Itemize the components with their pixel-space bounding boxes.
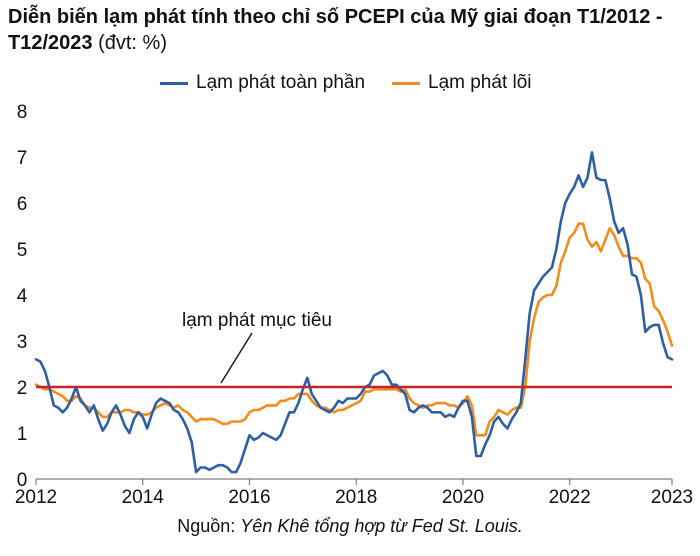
y-tick-label: 1: [17, 424, 28, 445]
x-tick-label: 2020: [442, 487, 484, 508]
y-axis: 0 1 2 3 4 5 6 7 8: [17, 102, 28, 491]
series-line-core: [34, 222, 674, 437]
legend-item-core: Lạm phát lõi: [392, 72, 532, 94]
y-tick-label: 7: [17, 148, 28, 169]
x-tick-label: 2014: [122, 487, 165, 508]
chart-legend: Lạm phát toàn phần Lạm phát lõi: [0, 72, 700, 98]
chart-title-main: Diễn biến lạm phát tính theo chỉ số PCEP…: [8, 6, 663, 54]
series-line-headline: [34, 151, 674, 474]
source-note: Nguồn: Yên Khê tổng hợp từ Fed St. Louis…: [0, 516, 700, 537]
source-prefix: Nguồn:: [177, 516, 236, 536]
legend-item-headline: Lạm phát toàn phần: [160, 72, 365, 94]
y-tick-label: 3: [17, 332, 28, 353]
target-layer: lạm phát mục tiêu: [36, 310, 672, 389]
source-text: Yên Khê tổng hợp từ Fed St. Louis.: [240, 516, 523, 536]
x-axis: 2012 2014 2016 2018 2020 2022 2023: [15, 478, 693, 508]
legend-swatch-core: [392, 81, 420, 85]
chart-title-unit: (đvt: %): [98, 32, 167, 54]
x-tick-label: 2016: [228, 487, 270, 508]
y-tick-label: 4: [17, 286, 28, 307]
legend-label-core: Lạm phát lõi: [428, 72, 532, 93]
legend-swatch-headline: [160, 81, 188, 85]
y-tick-label: 2: [17, 378, 28, 399]
y-tick-label: 6: [17, 194, 28, 215]
x-tick-label: 2023: [651, 487, 693, 508]
annotation-pointer: [220, 332, 253, 384]
series-layer: [34, 151, 674, 474]
y-tick-label: 5: [17, 240, 28, 261]
y-tick-label: 8: [17, 102, 28, 123]
x-tick-label: 2018: [335, 487, 377, 508]
x-tick-label: 2022: [549, 487, 591, 508]
legend-label-headline: Lạm phát toàn phần: [196, 72, 366, 93]
chart-title: Diễn biến lạm phát tính theo chỉ số PCEP…: [8, 4, 692, 56]
x-tick-label: 2012: [15, 487, 57, 508]
target-label: lạm phát mục tiêu: [182, 310, 332, 331]
y-tick-label: 0: [17, 470, 28, 491]
